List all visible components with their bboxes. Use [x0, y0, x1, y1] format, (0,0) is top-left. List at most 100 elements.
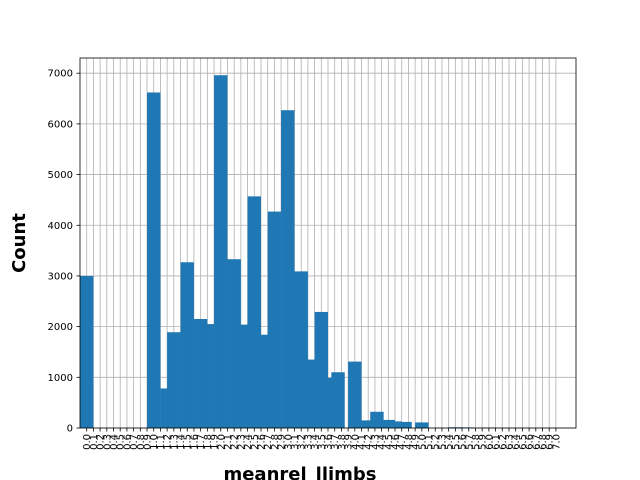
x-tick-label: 5.6 [458, 434, 469, 450]
x-tick-label: 5.1 [424, 434, 435, 450]
x-tick-label: 0.5 [116, 434, 127, 450]
bar [303, 359, 317, 428]
x-tick-label: 4.9 [411, 434, 422, 450]
x-tick-label: 2.4 [243, 434, 254, 450]
x-tick-label: 3.0 [283, 434, 294, 450]
x-tick-label: 0.7 [129, 434, 140, 450]
bar [167, 332, 181, 428]
bars [80, 75, 496, 429]
x-tick-label: 4.7 [397, 434, 408, 450]
x-tick-label: 3.1 [290, 434, 301, 450]
bar [398, 421, 412, 428]
y-tick-label: 4000 [48, 221, 73, 232]
x-tick-label: 2.6 [256, 434, 267, 450]
bar [267, 211, 282, 428]
x-tick-label: 4.2 [364, 434, 375, 450]
x-tick-label: 4.8 [404, 434, 415, 450]
x-tick-label: 1.7 [196, 434, 207, 450]
y-tick-label: 2000 [48, 322, 73, 333]
x-tick-label: 7.0 [551, 434, 562, 450]
x-tick-label: 4.0 [350, 434, 361, 450]
x-tick-label: 1.0 [149, 434, 160, 450]
x-tick-label: 6.1 [491, 434, 502, 450]
bar [348, 361, 362, 428]
x-tick-label: 0.3 [102, 434, 113, 450]
x-tick-label: 2.8 [270, 434, 281, 450]
y-tick-label: 1000 [48, 373, 73, 384]
y-axis-title: Count [9, 213, 30, 273]
x-tick-label: 4.5 [384, 434, 395, 450]
x-tick-label: 2.2 [230, 434, 241, 450]
x-tick-label: 2.9 [277, 434, 288, 450]
x-tick-label: 1.9 [210, 434, 221, 450]
x-tick-label: 6.0 [484, 434, 495, 450]
x-tick-label: 1.1 [156, 434, 167, 450]
x-tick-label: 0.6 [122, 434, 133, 450]
bar [331, 372, 345, 428]
x-tick-label: 6.9 [545, 434, 556, 450]
x-tick-label: 0.2 [96, 434, 107, 450]
x-tick-label: 1.2 [163, 434, 174, 450]
y-tick-label: 5000 [48, 170, 73, 181]
x-tick-label: 5.5 [451, 434, 462, 450]
x-tick-label: 4.4 [377, 434, 388, 450]
x-tick-label: 6.7 [531, 434, 542, 450]
bar [361, 420, 375, 428]
x-tick-label: 2.3 [236, 434, 247, 450]
bar [281, 110, 295, 429]
x-tick-label: 2.7 [263, 434, 274, 450]
x-tick-label: 5.0 [417, 434, 428, 450]
x-tick-label: 0.8 [136, 434, 147, 450]
bar [80, 275, 94, 428]
x-tick-label: 5.7 [464, 434, 475, 450]
x-tick-label: 3.2 [297, 434, 308, 450]
x-tick-label: 6.4 [511, 434, 522, 450]
bar [180, 262, 194, 428]
y-tick-label: 0 [67, 424, 73, 435]
bar [200, 324, 215, 428]
x-tick-label: 2.5 [250, 434, 261, 450]
x-tick-label: 4.3 [370, 434, 381, 450]
x-tick-label: 0.0 [82, 434, 93, 450]
y-tick-label: 7000 [48, 69, 73, 80]
x-tick-label: 1.5 [183, 434, 194, 450]
x-tick-label: 6.3 [504, 434, 515, 450]
x-tick-label: 3.7 [330, 434, 341, 450]
bar [236, 324, 250, 428]
x-tick-label: 1.4 [176, 434, 187, 450]
x-tick-label: 2.1 [223, 434, 234, 450]
x-tick-label: 5.2 [431, 434, 442, 450]
x-tick-label: 1.8 [203, 434, 214, 450]
x-tick-label: 5.3 [437, 434, 448, 450]
x-tick-label: 1.6 [189, 434, 200, 450]
x-tick-label: 4.6 [391, 434, 402, 450]
bar [415, 422, 429, 428]
x-tick-label: 0.9 [143, 434, 154, 450]
x-tick-label: 3.4 [310, 434, 321, 450]
x-tick-label: 5.8 [471, 434, 482, 450]
x-tick-label: 3.6 [324, 434, 335, 450]
x-axis-title: meanrel_llimbs [223, 464, 376, 480]
x-tick-label: 3.3 [303, 434, 314, 450]
x-tick-label: 3.8 [337, 434, 348, 450]
x-axis-ticks: 0.00.10.20.30.40.50.60.70.80.91.01.11.21… [82, 428, 562, 450]
y-tick-label: 6000 [48, 119, 73, 130]
x-tick-label: 1.3 [169, 434, 180, 450]
x-tick-label: 6.5 [518, 434, 529, 450]
y-axis-ticks: 0 1000 2000 3000 4000 5000 6000 7000 [48, 69, 80, 435]
x-tick-label: 3.5 [317, 434, 328, 450]
x-tick-label: 6.6 [525, 434, 536, 450]
bar [388, 421, 402, 428]
x-tick-label: 2.0 [216, 434, 227, 450]
bar [147, 92, 161, 428]
x-tick-label: 5.9 [478, 434, 489, 450]
bar [247, 196, 261, 428]
x-tick-label: 5.4 [444, 434, 455, 450]
x-tick-label: 6.2 [498, 434, 509, 450]
x-tick-label: 6.8 [538, 434, 549, 450]
x-tick-label: 0.4 [109, 434, 120, 450]
bar [370, 411, 384, 428]
x-tick-label: 3.9 [344, 434, 355, 450]
x-tick-label: 4.1 [357, 434, 368, 450]
